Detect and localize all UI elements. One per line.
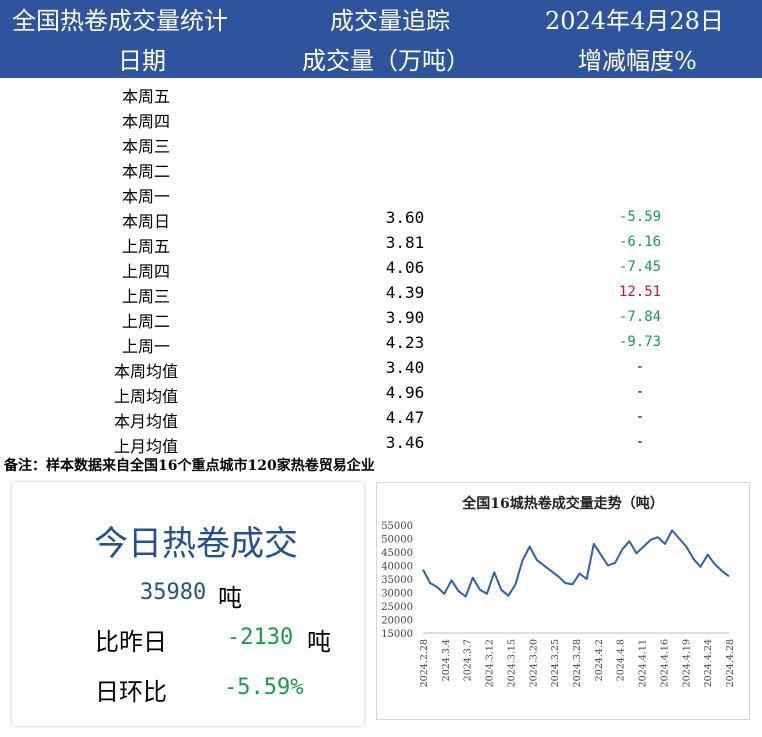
table-row: 本周日 3.60 -5.59 <box>0 205 762 231</box>
x-tick-label: 2024.3.15 <box>506 639 517 687</box>
x-tick-label: 2024.4.28 <box>725 639 736 687</box>
chart-title: 全国16城热卷成交量走势（吨） <box>461 495 663 512</box>
row-date: 上周三 <box>121 287 170 306</box>
x-tick-label: 2024.3.12 <box>485 639 496 687</box>
header-track-label: 成交量追踪 <box>330 7 450 35</box>
x-tick-label: 2024.4.2 <box>594 639 605 681</box>
row-volume: 4.06 <box>385 258 425 277</box>
table-row: 上周五 3.81 -6.16 <box>0 230 762 256</box>
table-row: 本周三 <box>0 130 762 156</box>
row-volume: 3.46 <box>385 433 425 452</box>
row-change: - <box>635 359 645 375</box>
table-row: 本周均值 3.40 - <box>0 355 762 381</box>
row-change: - <box>635 409 645 425</box>
column-header-date: 日期 <box>118 47 166 75</box>
x-tick-label: 2024.4.8 <box>616 639 627 681</box>
row-date: 本周三 <box>121 137 170 156</box>
row-date: 本周均值 <box>113 362 178 381</box>
daily-ratio-value: -5.59% <box>224 675 304 700</box>
trend-chart-card: 全国16城热卷成交量走势（吨） 15000 20000 25000 30000 35000… <box>376 482 750 720</box>
row-volume: 4.96 <box>385 383 425 402</box>
table-row: 上周一 4.23 -9.73 <box>0 330 762 356</box>
y-tick-label: 25000 <box>381 602 413 613</box>
row-date: 上月均值 <box>113 437 178 456</box>
row-change: 12.51 <box>618 284 662 300</box>
row-date: 上周二 <box>121 312 170 331</box>
row-date: 本周日 <box>121 212 170 231</box>
y-tick-label: 30000 <box>381 589 413 600</box>
x-tick-label: 2024.4.24 <box>703 639 714 687</box>
y-tick-label: 45000 <box>381 548 413 559</box>
x-tick-label: 2024.3.20 <box>528 639 539 687</box>
table-row: 上周四 4.06 -7.45 <box>0 255 762 281</box>
vs-yesterday-unit: 吨 <box>307 628 331 656</box>
header-bar: 全国热卷成交量统计 成交量追踪 2024年4月28日 日期 成交量（万吨） 增减… <box>0 0 762 78</box>
row-date: 上周四 <box>121 262 170 281</box>
row-date: 上周均值 <box>113 387 178 406</box>
row-date: 本周一 <box>121 187 170 206</box>
footnote: 备注：样本数据来自全国16个重点城市120家热卷贸易企业 <box>4 458 375 474</box>
vs-yesterday-label: 比昨日 <box>95 628 167 656</box>
row-volume: 3.60 <box>385 208 425 227</box>
volume-table: 本周五 本周四 本周三 本周二 本周一 本周日 3.60 -5.59 上周五 3.81 -6.16 上… <box>0 80 762 456</box>
row-change: -9.73 <box>618 334 662 350</box>
row-change: -7.84 <box>618 309 662 325</box>
x-tick-label: 2024.4.11 <box>638 639 649 687</box>
y-tick-label: 55000 <box>381 521 413 532</box>
y-tick-label: 20000 <box>381 616 413 627</box>
today-volume-value: 35980 <box>140 580 207 605</box>
x-tick-label: 2024.3.7 <box>463 639 474 681</box>
table-row: 本周五 <box>0 80 762 106</box>
row-change: - <box>635 384 645 400</box>
table-row: 上周三 4.39 12.51 <box>0 280 762 306</box>
row-volume: 3.40 <box>385 358 425 377</box>
trend-line-chart: 全国16城热卷成交量走势（吨） 15000 20000 25000 30000 35000… <box>381 495 736 687</box>
y-tick-label: 40000 <box>381 562 413 573</box>
x-tick-label: 2024.4.16 <box>659 639 670 687</box>
row-volume: 4.39 <box>385 283 425 302</box>
row-change: -5.59 <box>618 209 662 225</box>
row-date: 本周四 <box>121 112 170 131</box>
x-tick-label: 2024.2.28 <box>419 639 430 687</box>
table-row: 上月均值 3.46 - <box>0 430 762 456</box>
y-tick-label: 35000 <box>381 575 413 586</box>
y-tick-label: 50000 <box>381 535 413 546</box>
table-row: 本周一 <box>0 180 762 206</box>
row-date: 本月均值 <box>113 412 178 431</box>
column-header-change: 增减幅度% <box>578 47 697 75</box>
row-change: -6.16 <box>618 234 662 250</box>
x-tick-label: 2024.4.19 <box>681 639 692 687</box>
table-row: 本周二 <box>0 155 762 181</box>
table-row: 本月均值 4.47 - <box>0 405 762 431</box>
y-tick-label: 15000 <box>381 629 413 640</box>
summary-title: 今日热卷成交 <box>94 524 298 564</box>
row-date: 本周二 <box>121 162 170 181</box>
series-line <box>422 529 730 598</box>
row-date: 上周五 <box>121 237 170 256</box>
row-change: - <box>635 434 645 450</box>
x-tick-label: 2024.3.25 <box>550 639 561 687</box>
row-date: 上周一 <box>121 337 170 356</box>
table-row: 本周四 <box>0 105 762 131</box>
x-tick-label: 2024.3.4 <box>441 639 452 681</box>
x-tick-label: 2024.3.28 <box>572 639 583 687</box>
page-title: 全国热卷成交量统计 <box>12 7 228 35</box>
table-row: 上周二 3.90 -7.84 <box>0 305 762 331</box>
row-volume: 3.81 <box>385 233 425 252</box>
today-summary-card: 今日热卷成交 35980 吨 比昨日 -2130 吨 日环比 -5.59% <box>12 482 364 726</box>
row-volume: 3.90 <box>385 308 425 327</box>
row-date: 本周五 <box>121 87 170 106</box>
today-volume-unit: 吨 <box>218 584 242 612</box>
daily-ratio-label: 日环比 <box>95 678 167 706</box>
row-change: -7.45 <box>618 259 662 275</box>
column-header-volume: 成交量（万吨） <box>302 47 470 75</box>
header-date: 2024年4月28日 <box>545 7 724 35</box>
row-volume: 4.47 <box>385 408 425 427</box>
table-row: 上周均值 4.96 - <box>0 380 762 406</box>
vs-yesterday-value: -2130 <box>227 625 294 650</box>
row-volume: 4.23 <box>385 333 425 352</box>
